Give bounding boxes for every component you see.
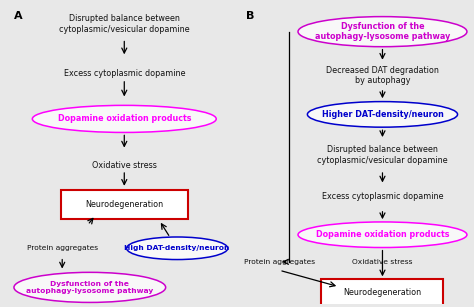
Text: Dysfunction of the
autophagy-lysosome pathway: Dysfunction of the autophagy-lysosome pa… bbox=[315, 22, 450, 41]
Text: Neurodegeneration: Neurodegeneration bbox=[343, 288, 421, 297]
Text: Excess cytoplasmic dopamine: Excess cytoplasmic dopamine bbox=[64, 69, 185, 78]
Ellipse shape bbox=[307, 102, 457, 127]
Ellipse shape bbox=[298, 17, 467, 47]
Text: Oxidative stress: Oxidative stress bbox=[352, 259, 413, 265]
FancyBboxPatch shape bbox=[61, 190, 188, 219]
Text: Neurodegeneration: Neurodegeneration bbox=[85, 200, 164, 209]
Text: Dopamine oxidation products: Dopamine oxidation products bbox=[57, 115, 191, 123]
Text: A: A bbox=[14, 10, 23, 21]
Text: Protein aggregates: Protein aggregates bbox=[244, 259, 315, 265]
Text: High DAT-density/neuron: High DAT-density/neuron bbox=[125, 245, 230, 251]
Ellipse shape bbox=[14, 272, 165, 302]
Text: Disrupted balance between
cytoplasmic/vesicular dopamine: Disrupted balance between cytoplasmic/ve… bbox=[59, 14, 190, 34]
Ellipse shape bbox=[127, 237, 228, 259]
FancyBboxPatch shape bbox=[321, 279, 444, 306]
Text: Excess cytoplasmic dopamine: Excess cytoplasmic dopamine bbox=[322, 192, 443, 201]
Text: Higher DAT-density/neuron: Higher DAT-density/neuron bbox=[321, 110, 443, 119]
Text: Dopamine oxidation products: Dopamine oxidation products bbox=[316, 230, 449, 239]
Text: Protein aggregates: Protein aggregates bbox=[27, 245, 98, 251]
Text: Decreased DAT degradation
by autophagy: Decreased DAT degradation by autophagy bbox=[326, 66, 439, 85]
Text: Disrupted balance between
cytoplasmic/vesicular dopamine: Disrupted balance between cytoplasmic/ve… bbox=[317, 145, 448, 165]
Text: Oxidative stress: Oxidative stress bbox=[92, 161, 157, 170]
Text: B: B bbox=[246, 10, 255, 21]
Ellipse shape bbox=[32, 105, 216, 132]
Ellipse shape bbox=[298, 222, 467, 247]
Text: Dysfunction of the
autophagy-lysosome pathway: Dysfunction of the autophagy-lysosome pa… bbox=[26, 281, 154, 294]
